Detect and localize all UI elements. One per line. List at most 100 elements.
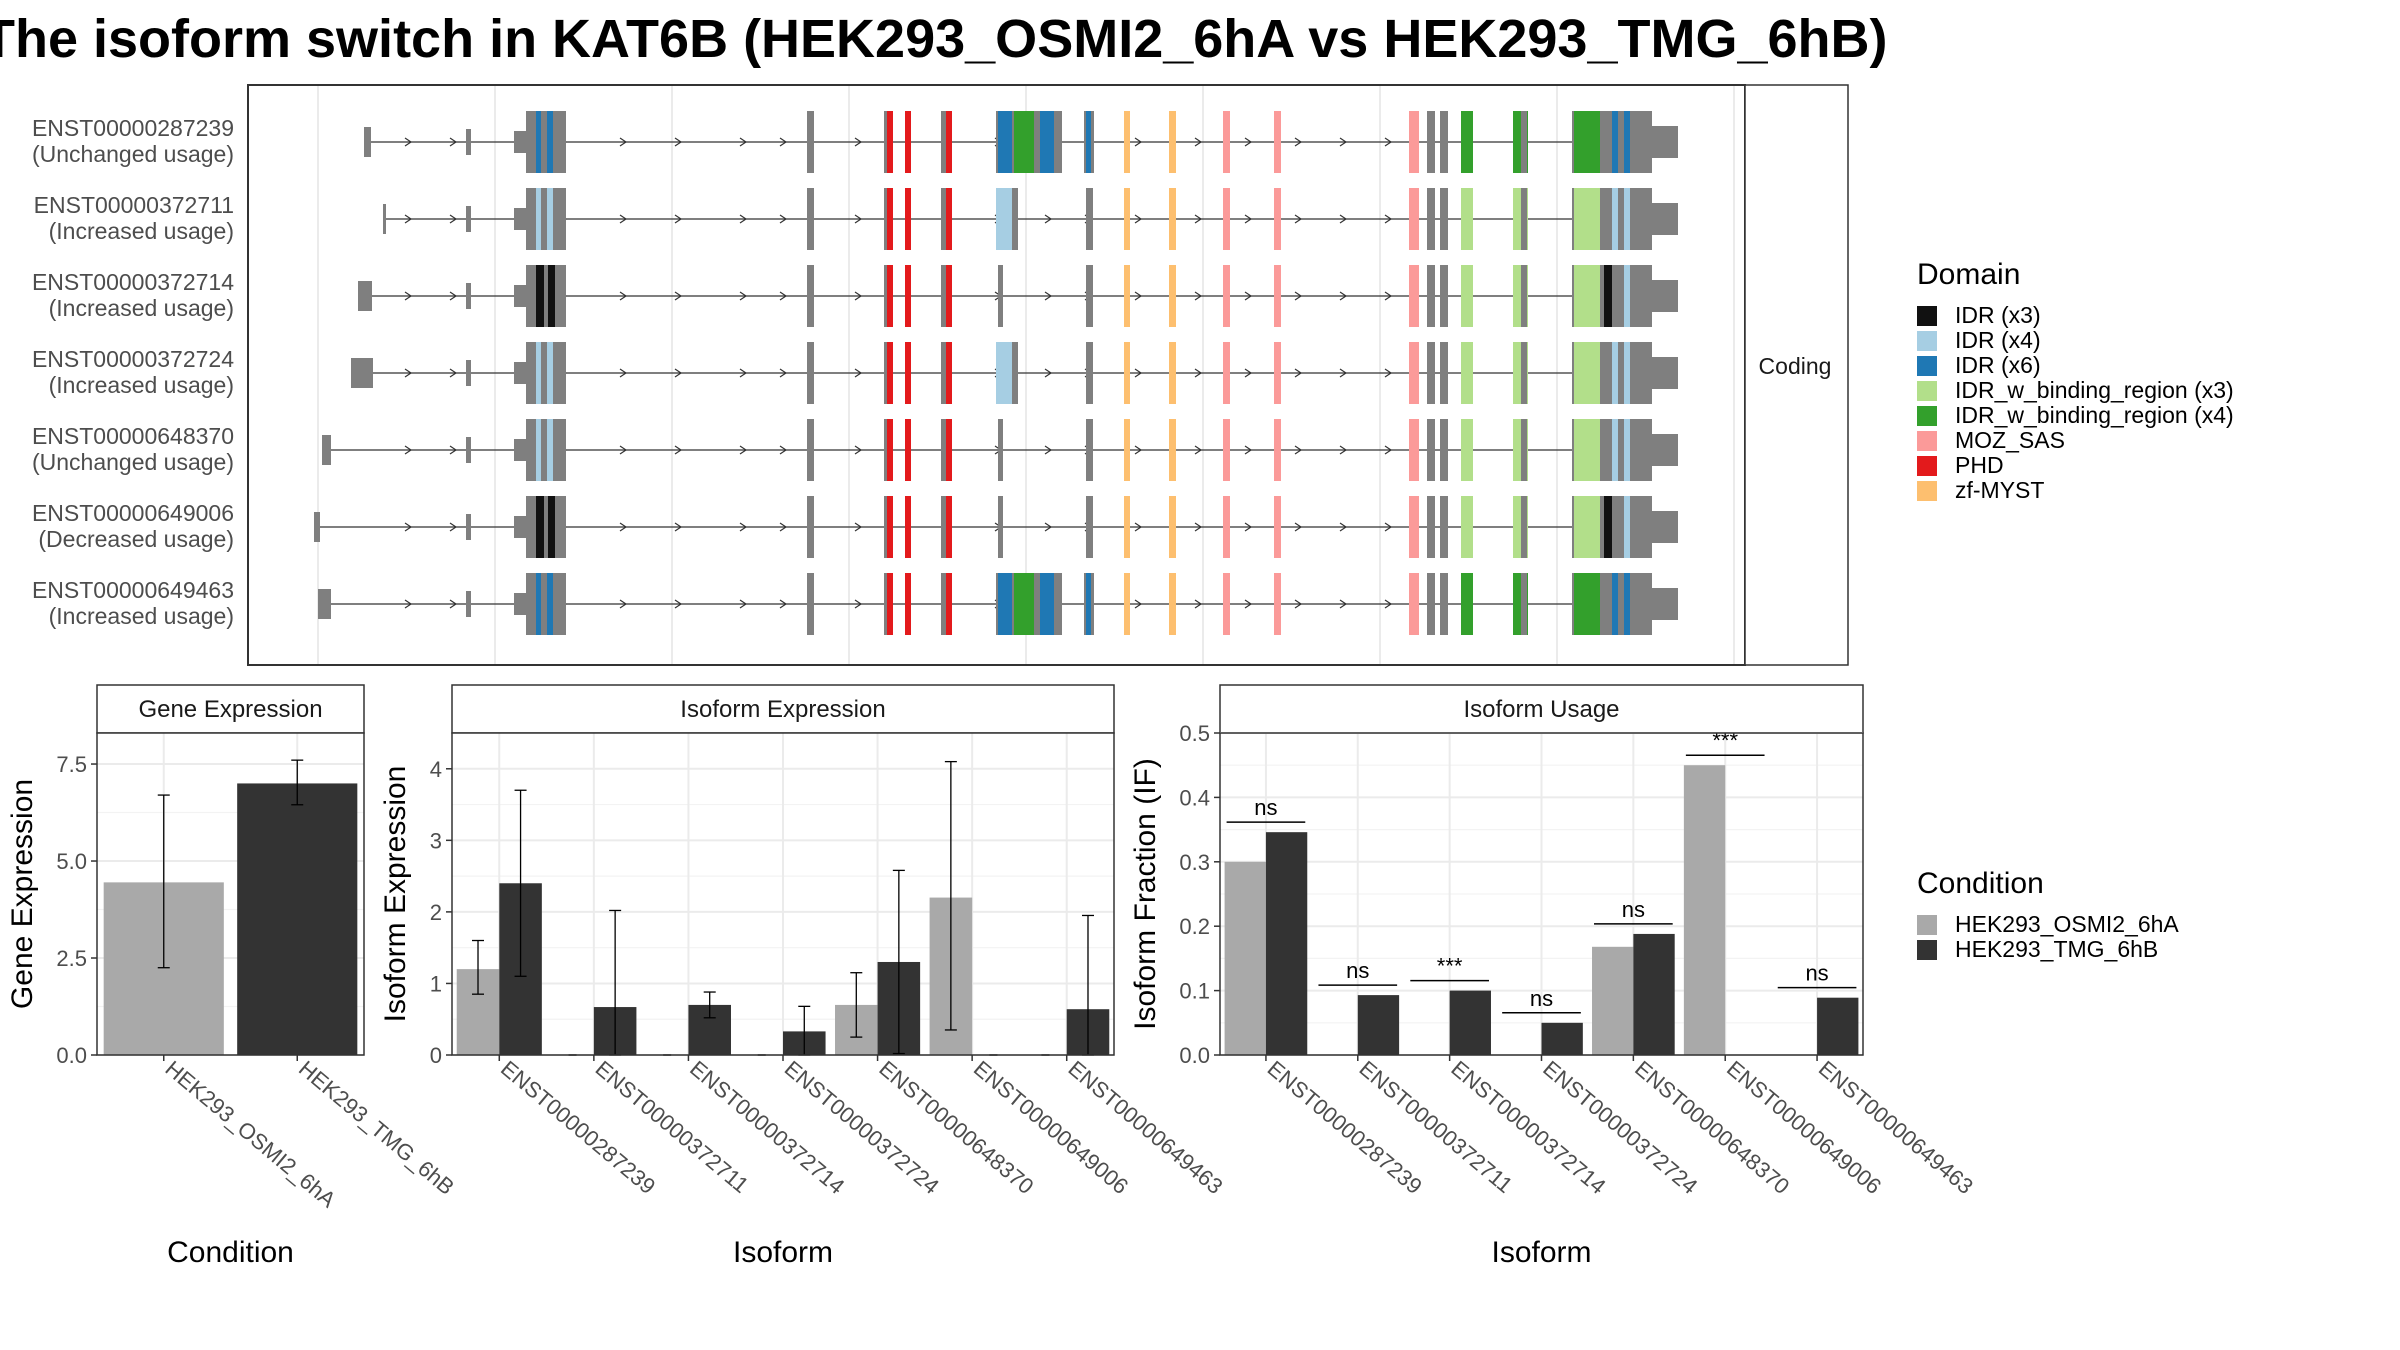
legend-label: MOZ_SAS [1955, 427, 2065, 453]
domain-block [996, 188, 1012, 250]
x-tick-label: ENST00000372711 [1355, 1056, 1518, 1198]
utr-block [1640, 511, 1678, 543]
domain-block [1014, 573, 1034, 635]
x-tick-label: ENST00000372724 [1538, 1056, 1702, 1199]
exon [1521, 496, 1527, 558]
legend-key [1917, 356, 1937, 376]
direction-arrow [1384, 291, 1393, 301]
utr-block [1640, 203, 1678, 235]
direction-arrow [1244, 137, 1253, 147]
domain-block [1274, 496, 1281, 558]
domain-block [1409, 496, 1419, 558]
x-tick-label: ENST00000648370 [1630, 1056, 1794, 1199]
exon [1427, 111, 1435, 173]
direction-arrow [404, 137, 413, 147]
utr-block [514, 208, 528, 230]
domain-block [998, 111, 1012, 173]
exon [1427, 342, 1435, 404]
direction-arrow [1194, 291, 1203, 301]
direction-arrow [1339, 599, 1348, 609]
direction-arrow [1244, 368, 1253, 378]
domain-block [1612, 342, 1618, 404]
domain-block [1461, 265, 1473, 327]
exon [1440, 496, 1448, 558]
transcript-row: ENST00000649006(Decreased usage) [32, 496, 1678, 558]
domain-block [1124, 496, 1130, 558]
direction-arrow [404, 291, 413, 301]
direction-arrow [854, 291, 863, 301]
domain-block [547, 419, 553, 481]
y-tick-label: 7.5 [56, 752, 87, 777]
direction-arrow [1339, 214, 1348, 224]
exon [998, 265, 1003, 327]
bar [1633, 933, 1675, 1055]
domain-block [1604, 496, 1612, 558]
significance-label: ns [1530, 986, 1553, 1011]
direction-arrow [1384, 599, 1393, 609]
exon [322, 435, 331, 465]
domain-block [1604, 265, 1612, 327]
isoform-usage-label: (Increased usage) [49, 295, 234, 321]
utr-block [1640, 588, 1678, 620]
direction-arrow [1194, 214, 1203, 224]
domain-block [1624, 496, 1630, 558]
domain-block [1612, 188, 1618, 250]
bar [1449, 990, 1491, 1055]
domain-block [1624, 265, 1630, 327]
domain-block [1223, 188, 1230, 250]
exon [1521, 419, 1527, 481]
legend-key [1917, 481, 1937, 501]
direction-arrow [619, 291, 628, 301]
exon [807, 573, 814, 635]
bar [1592, 946, 1634, 1055]
domain-block [905, 342, 911, 404]
direction-arrow [1294, 368, 1303, 378]
isoform-id-label: ENST00000372714 [32, 269, 234, 295]
direction-arrow [1134, 291, 1143, 301]
exon [1440, 111, 1448, 173]
domain-block [887, 419, 893, 481]
direction-arrow [854, 214, 863, 224]
utr-block [1640, 357, 1678, 389]
domain-block [1223, 496, 1230, 558]
isoform-id-label: ENST00000649006 [32, 500, 234, 526]
panel-border [96, 732, 365, 1056]
direction-arrow [1294, 522, 1303, 532]
exon [1521, 342, 1527, 404]
domain-block [1169, 419, 1176, 481]
domain-block [536, 573, 541, 635]
exon [466, 360, 471, 386]
x-tick-label: ENST00000372724 [780, 1056, 944, 1199]
y-tick-label: 2.5 [56, 946, 87, 971]
exon [1086, 188, 1093, 250]
exon [1427, 265, 1435, 327]
domain-block [1624, 419, 1630, 481]
domain-block [1574, 188, 1600, 250]
direction-arrow [449, 599, 458, 609]
direction-arrow [779, 368, 788, 378]
exon [526, 419, 566, 481]
domain-block [1086, 111, 1091, 173]
domain-block [1274, 265, 1281, 327]
bar [1224, 861, 1266, 1055]
domain-block [547, 188, 553, 250]
domain-block [1574, 265, 1600, 327]
domain-block [547, 573, 553, 635]
y-tick-label: 0.4 [1179, 785, 1210, 810]
domain-block [536, 188, 541, 250]
legend-label: IDR_w_binding_region (x3) [1955, 377, 2234, 403]
direction-arrow [779, 445, 788, 455]
y-tick-label: 5.0 [56, 849, 87, 874]
exon [1086, 419, 1093, 481]
legend-key [1917, 431, 1937, 451]
domain-block [1612, 419, 1618, 481]
domain-block [1086, 573, 1091, 635]
legend-key [1917, 381, 1937, 401]
exon [807, 188, 814, 250]
exon [1086, 265, 1093, 327]
legend-label: HEK293_OSMI2_6hA [1955, 911, 2179, 937]
y-tick-label: 0.1 [1179, 979, 1210, 1004]
domain-block [905, 573, 911, 635]
direction-arrow [1294, 137, 1303, 147]
